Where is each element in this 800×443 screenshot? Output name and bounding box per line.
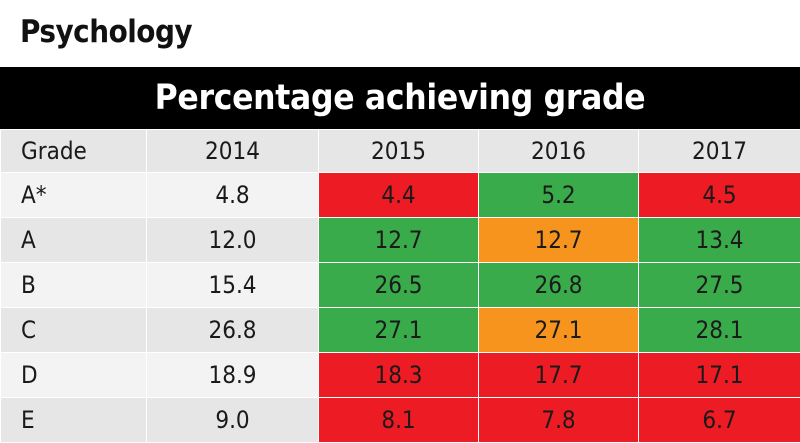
value-cell-2014: 12.0	[147, 218, 319, 263]
value-cell-2015: 18.3	[319, 353, 479, 398]
grade-label-cell: A*	[1, 173, 147, 218]
value-cell-2016: 12.7	[479, 218, 639, 263]
value-cell-2014: 26.8	[147, 308, 319, 353]
column-header-2016: 2016	[479, 130, 639, 173]
value-cell-2016: 5.2	[479, 173, 639, 218]
value-cell-2014: 15.4	[147, 263, 319, 308]
value-cell-2017: 28.1	[639, 308, 800, 353]
column-header-2015: 2015	[319, 130, 479, 173]
value-cell-2014: 4.8	[147, 173, 319, 218]
value-cell-2015: 12.7	[319, 218, 479, 263]
value-cell-2016: 27.1	[479, 308, 639, 353]
table-banner-title: Percentage achieving grade	[0, 67, 800, 129]
value-cell-2017: 27.5	[639, 263, 800, 308]
grade-label-cell: B	[1, 263, 147, 308]
grade-label-cell: D	[1, 353, 147, 398]
subject-title: Psychology	[20, 12, 192, 52]
value-cell-2017: 17.1	[639, 353, 800, 398]
value-cell-2015: 26.5	[319, 263, 479, 308]
value-cell-2014: 18.9	[147, 353, 319, 398]
value-cell-2016: 7.8	[479, 398, 639, 443]
header-row: Grade 2014 2015 2016 2017	[1, 130, 800, 173]
value-cell-2017: 6.7	[639, 398, 800, 443]
grade-label-cell: C	[1, 308, 147, 353]
grade-label-cell: A	[1, 218, 147, 263]
value-cell-2015: 27.1	[319, 308, 479, 353]
value-cell-2017: 4.5	[639, 173, 800, 218]
grade-label-cell: E	[1, 398, 147, 443]
value-cell-2014: 9.0	[147, 398, 319, 443]
value-cell-2015: 8.1	[319, 398, 479, 443]
column-header-2017: 2017	[639, 130, 800, 173]
value-cell-2015: 4.4	[319, 173, 479, 218]
value-cell-2016: 17.7	[479, 353, 639, 398]
value-cell-2016: 26.8	[479, 263, 639, 308]
column-header-2014: 2014	[147, 130, 319, 173]
value-cell-2017: 13.4	[639, 218, 800, 263]
column-header-grade: Grade	[1, 130, 147, 173]
